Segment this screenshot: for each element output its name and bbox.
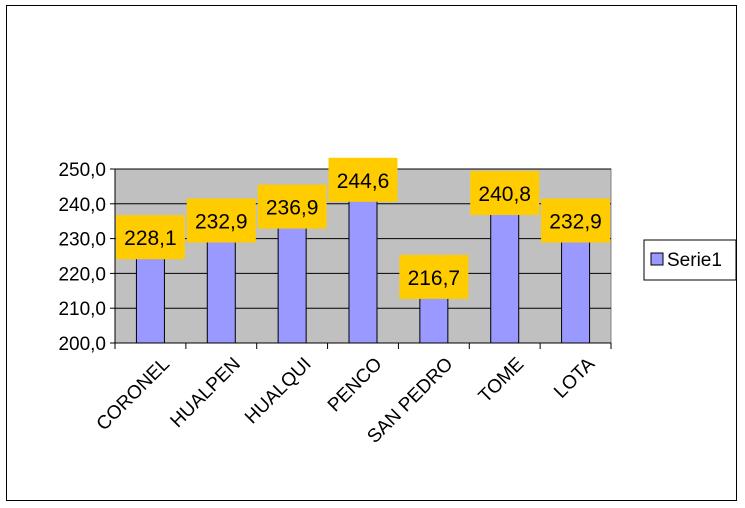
data-label: 228,1 xyxy=(124,227,177,250)
y-tick-label: 200,0 xyxy=(58,334,106,355)
bar-tome xyxy=(490,200,520,344)
data-label: 216,7 xyxy=(408,267,461,290)
data-label-box xyxy=(186,198,256,243)
legend-swatch-serie1 xyxy=(650,252,664,266)
data-labels: 228,1 232,9 236,9 244,6 216,7 240,8 232,9 xyxy=(115,157,611,299)
data-label-box xyxy=(470,171,540,216)
data-label-box xyxy=(115,215,185,260)
bar-hualpen xyxy=(206,228,236,344)
data-label-box xyxy=(541,198,611,243)
data-label: 232,9 xyxy=(195,211,248,234)
data-label-box xyxy=(328,157,398,202)
legend: Serie1 xyxy=(643,239,737,281)
data-label: 240,8 xyxy=(478,183,531,206)
legend-label-serie1: Serie1 xyxy=(667,250,722,271)
x-tick-label: CORONEL xyxy=(93,354,174,435)
data-label: 244,6 xyxy=(337,170,390,193)
x-tick-label: TOME xyxy=(475,354,528,407)
x-tick-label: HUALQUI xyxy=(241,354,316,429)
bar-hualqui xyxy=(277,214,307,344)
axes xyxy=(110,168,612,349)
bar-coronel xyxy=(135,244,165,344)
x-tick-label: PENCO xyxy=(324,354,387,417)
data-label-box xyxy=(257,184,327,229)
y-tick-label: 250,0 xyxy=(58,160,106,181)
x-tick-label: LOTA xyxy=(550,353,599,402)
data-label-box xyxy=(399,254,469,299)
data-label: 236,9 xyxy=(266,197,319,220)
y-tick-labels: 200,0 210,0 220,0 230,0 240,0 250,0 xyxy=(58,160,106,355)
x-tick-label: HUALPEN xyxy=(167,354,245,432)
y-tick-label: 210,0 xyxy=(58,299,106,320)
bar-penco xyxy=(348,187,378,344)
y-tick-label: 240,0 xyxy=(58,195,106,216)
chart-frame: 200,0 210,0 220,0 230,0 240,0 250,0 CORONEL HU… xyxy=(6,5,737,501)
data-label: 232,9 xyxy=(549,211,602,234)
y-tick-label: 220,0 xyxy=(58,264,106,285)
bar-lota xyxy=(561,228,591,344)
y-tick-label: 230,0 xyxy=(58,230,106,251)
